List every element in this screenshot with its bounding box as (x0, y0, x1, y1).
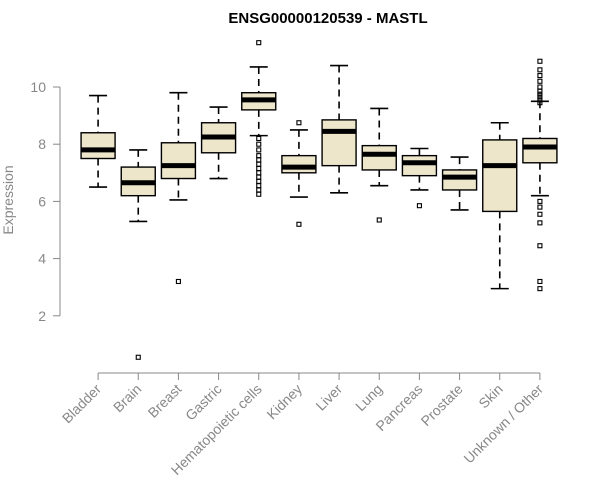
y-tick-label: 10 (30, 79, 46, 95)
outlier-point (537, 100, 543, 106)
box-group (281, 120, 317, 227)
outlier-point (416, 203, 422, 209)
box-group (200, 106, 237, 180)
outlier-point (537, 88, 543, 94)
chart-title: ENSG00000120539 - MASTL (228, 10, 427, 27)
iqr-box (281, 154, 317, 174)
outlier-point (256, 40, 262, 46)
outlier-point (256, 141, 262, 147)
outlier-point (256, 165, 262, 172)
y-tick-label: 8 (38, 136, 46, 152)
outlier-point (256, 157, 262, 163)
x-tick-label: Brain (110, 381, 144, 415)
x-tick-label: Kidney (263, 381, 305, 423)
iqr-box (80, 132, 116, 160)
boxes-layer (80, 40, 558, 360)
outlier-point (537, 211, 543, 217)
outlier-point (537, 58, 543, 64)
box-group (241, 40, 277, 197)
iqr-box (160, 142, 197, 180)
outlier-point (537, 278, 543, 285)
outlier-point (537, 73, 543, 79)
outlier-point (175, 278, 181, 285)
iqr-box (361, 144, 397, 171)
box-group (361, 107, 397, 223)
iqr-box (522, 137, 558, 164)
outlier-point (537, 286, 543, 292)
iqr-box (321, 119, 357, 167)
outlier-point (296, 221, 302, 227)
outlier-point (256, 147, 262, 153)
outlier-point (135, 354, 141, 360)
iqr-box (441, 169, 478, 191)
outlier-point (537, 91, 543, 97)
outlier-point (537, 198, 543, 204)
outlier-point (537, 78, 543, 84)
y-axis: 2 4 6 8 10 (30, 79, 61, 324)
x-tick-label: Prostate (418, 381, 466, 429)
outlier-point (537, 204, 543, 210)
outlier-point (256, 170, 262, 176)
outlier-point (537, 97, 543, 103)
box-group (80, 94, 116, 188)
y-tick-label: 6 (38, 193, 46, 209)
iqr-box (482, 139, 518, 213)
box-group (482, 121, 518, 290)
outlier-point (537, 243, 543, 249)
outlier-point (256, 178, 262, 184)
outlier-point (256, 183, 262, 189)
x-tick-label: Liver (312, 381, 345, 414)
outlier-point (256, 161, 262, 167)
outlier-point (256, 174, 262, 180)
x-tick-label: Breast (145, 381, 185, 421)
x-tick-label: Skin (475, 381, 506, 412)
outlier-point (376, 217, 382, 223)
outlier-point (256, 153, 262, 159)
y-tick-label: 2 (38, 308, 46, 324)
outlier-point (256, 135, 262, 142)
y-tick-label: 4 (38, 251, 46, 267)
outlier-point (256, 187, 262, 193)
outlier-point (537, 220, 543, 226)
box-group (321, 64, 357, 194)
y-axis-label: Expression (0, 165, 16, 234)
outlier-point (537, 84, 543, 90)
outlier-point (256, 191, 262, 197)
x-tick-label: Lung (352, 381, 385, 414)
outlier-point (537, 94, 543, 100)
box-group (120, 149, 156, 360)
outlier-point (296, 120, 302, 126)
box-group (160, 91, 197, 285)
outlier-point (537, 67, 543, 73)
box-group (401, 147, 438, 209)
iqr-box (401, 154, 438, 177)
box-group (522, 58, 558, 292)
box-group (441, 156, 478, 211)
x-tick-label: Bladder (59, 381, 105, 427)
